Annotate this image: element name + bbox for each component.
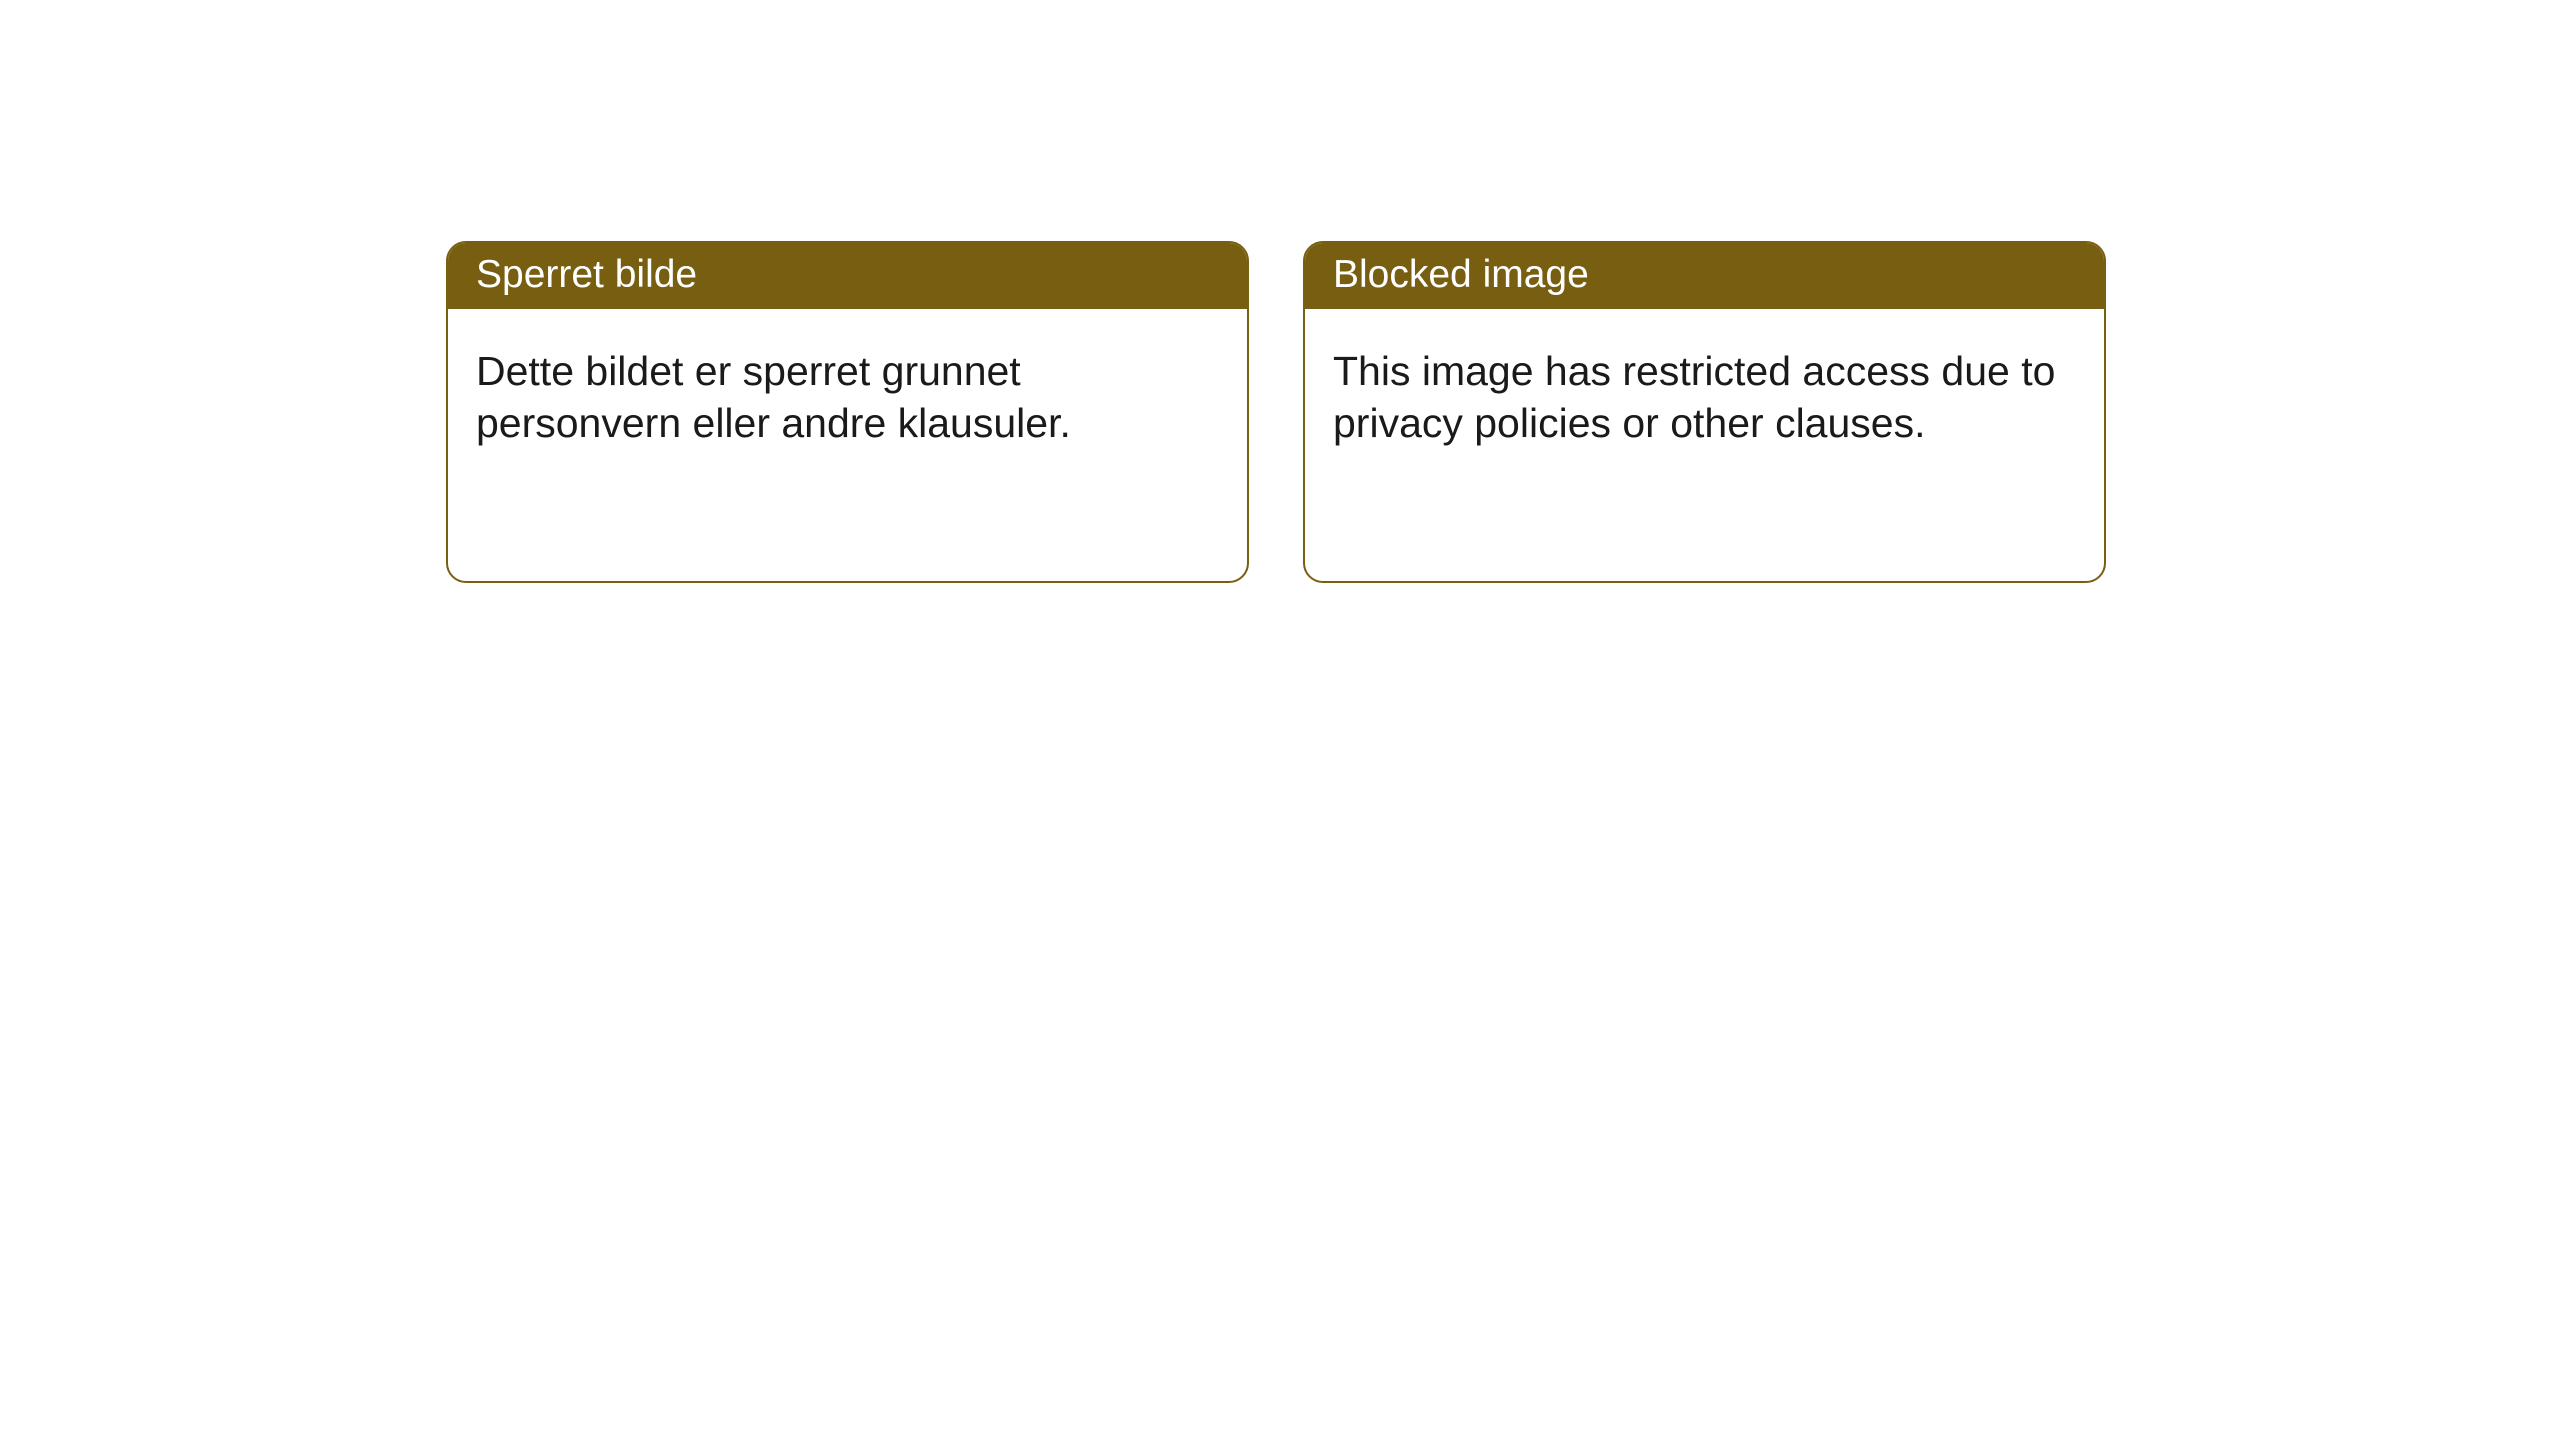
- notice-header-english: Blocked image: [1305, 243, 2104, 309]
- notice-header-norwegian: Sperret bilde: [448, 243, 1247, 309]
- notice-card-norwegian: Sperret bilde Dette bildet er sperret gr…: [446, 241, 1249, 583]
- notices-container: Sperret bilde Dette bildet er sperret gr…: [0, 0, 2560, 583]
- notice-body-english: This image has restricted access due to …: [1305, 309, 2104, 581]
- notice-body-norwegian: Dette bildet er sperret grunnet personve…: [448, 309, 1247, 581]
- notice-card-english: Blocked image This image has restricted …: [1303, 241, 2106, 583]
